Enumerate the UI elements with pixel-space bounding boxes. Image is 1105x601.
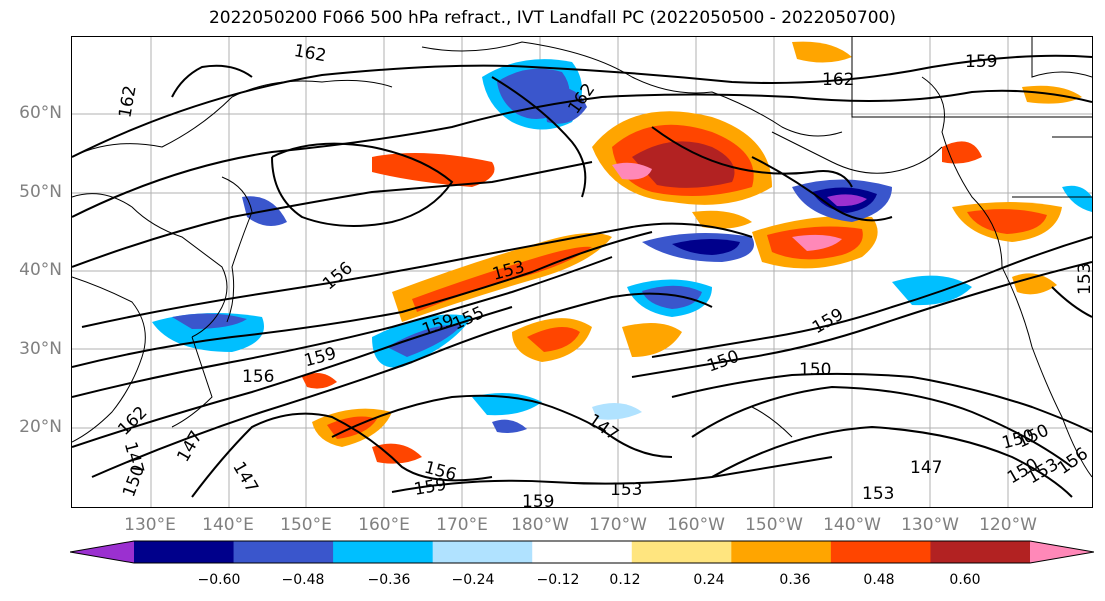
colorbar-segment xyxy=(432,541,533,563)
colorbar-extend-max xyxy=(1030,541,1094,563)
lat-label-50n: 50°N xyxy=(19,182,62,202)
contour-label: 162 xyxy=(822,70,854,90)
lon-label-160e: 160°E xyxy=(358,515,410,535)
colorbar-segment xyxy=(930,541,1031,563)
lon-label-170w: 170°W xyxy=(589,515,647,535)
contour-label: 153 xyxy=(862,484,894,504)
contour-label: 159 xyxy=(413,475,448,500)
colorbar-tick: 0.12 xyxy=(609,572,641,588)
lon-label-120w: 120°W xyxy=(979,515,1037,535)
contour-lines xyxy=(72,54,1092,498)
lat-label-40n: 40°N xyxy=(19,260,62,280)
colorbar-segment xyxy=(830,541,931,563)
colorbar-outline xyxy=(70,540,1094,564)
colorbar-segment xyxy=(532,541,633,563)
colorbar-segment xyxy=(731,541,832,563)
contour-label: 155 xyxy=(450,303,488,335)
contour-label: 162 xyxy=(292,41,327,66)
colorbar-tick: −0.60 xyxy=(197,572,241,588)
colorbar-segment xyxy=(134,541,235,563)
refractivity-shading xyxy=(152,41,1092,464)
lon-label-150w: 150°W xyxy=(745,515,803,535)
lon-label-140e: 140°E xyxy=(202,515,254,535)
contour-label: 147 xyxy=(910,458,942,478)
colorbar xyxy=(70,540,1094,564)
lon-label-130e: 130°E xyxy=(124,515,176,535)
colorbar-tick: −0.24 xyxy=(451,572,495,588)
colorbar-tick: 0.24 xyxy=(693,572,725,588)
map-panel: 162 162 162 162 159 156 153 159 155 159 … xyxy=(71,36,1093,508)
lat-label-20n: 20°N xyxy=(19,417,62,437)
colorbar-tick: −0.48 xyxy=(281,572,325,588)
colorbar-segment xyxy=(333,541,434,563)
map-title: 2022050200 F066 500 hPa refract., IVT La… xyxy=(208,8,896,28)
lon-label-180w: 180°W xyxy=(511,515,569,535)
contour-label: 159 xyxy=(809,305,847,339)
colorbar-tick: −0.12 xyxy=(536,572,580,588)
contour-label: 153 xyxy=(610,480,642,500)
colorbar-tick: −0.36 xyxy=(367,572,411,588)
colorbar-segment xyxy=(631,541,732,563)
colorbar-tick: 0.36 xyxy=(779,572,811,588)
contour-label: 156 xyxy=(1054,444,1092,479)
contour-label: 150 xyxy=(799,360,831,380)
contour-label: 159 xyxy=(302,344,339,372)
lon-label-130w: 130°W xyxy=(901,515,959,535)
lat-label-30n: 30°N xyxy=(19,339,62,359)
lon-label-170e: 170°E xyxy=(436,515,488,535)
colorbar-tick: 0.48 xyxy=(863,572,895,588)
contour-label: 159 xyxy=(522,492,554,507)
contour-label: 156 xyxy=(319,258,357,294)
contour-label: 153 xyxy=(1075,263,1092,295)
contour-label: 162 xyxy=(114,403,151,440)
lon-label-160w: 160°W xyxy=(667,515,725,535)
colorbar-tick: 0.60 xyxy=(949,572,981,588)
contour-label: 159 xyxy=(965,52,997,72)
contour-label: 147 xyxy=(228,458,262,496)
map-canvas: 162 162 162 162 159 156 153 159 155 159 … xyxy=(72,37,1092,507)
lat-label-60n: 60°N xyxy=(19,103,62,123)
contour-label: 150 xyxy=(1014,421,1052,453)
colorbar-extend-min xyxy=(70,541,134,563)
contour-label: 150 xyxy=(119,462,149,499)
contour-label: 150 xyxy=(704,347,741,377)
contour-label: 156 xyxy=(242,367,274,387)
lon-label-150e: 150°E xyxy=(280,515,332,535)
colorbar-segment xyxy=(233,541,334,563)
lon-label-140w: 140°W xyxy=(823,515,881,535)
